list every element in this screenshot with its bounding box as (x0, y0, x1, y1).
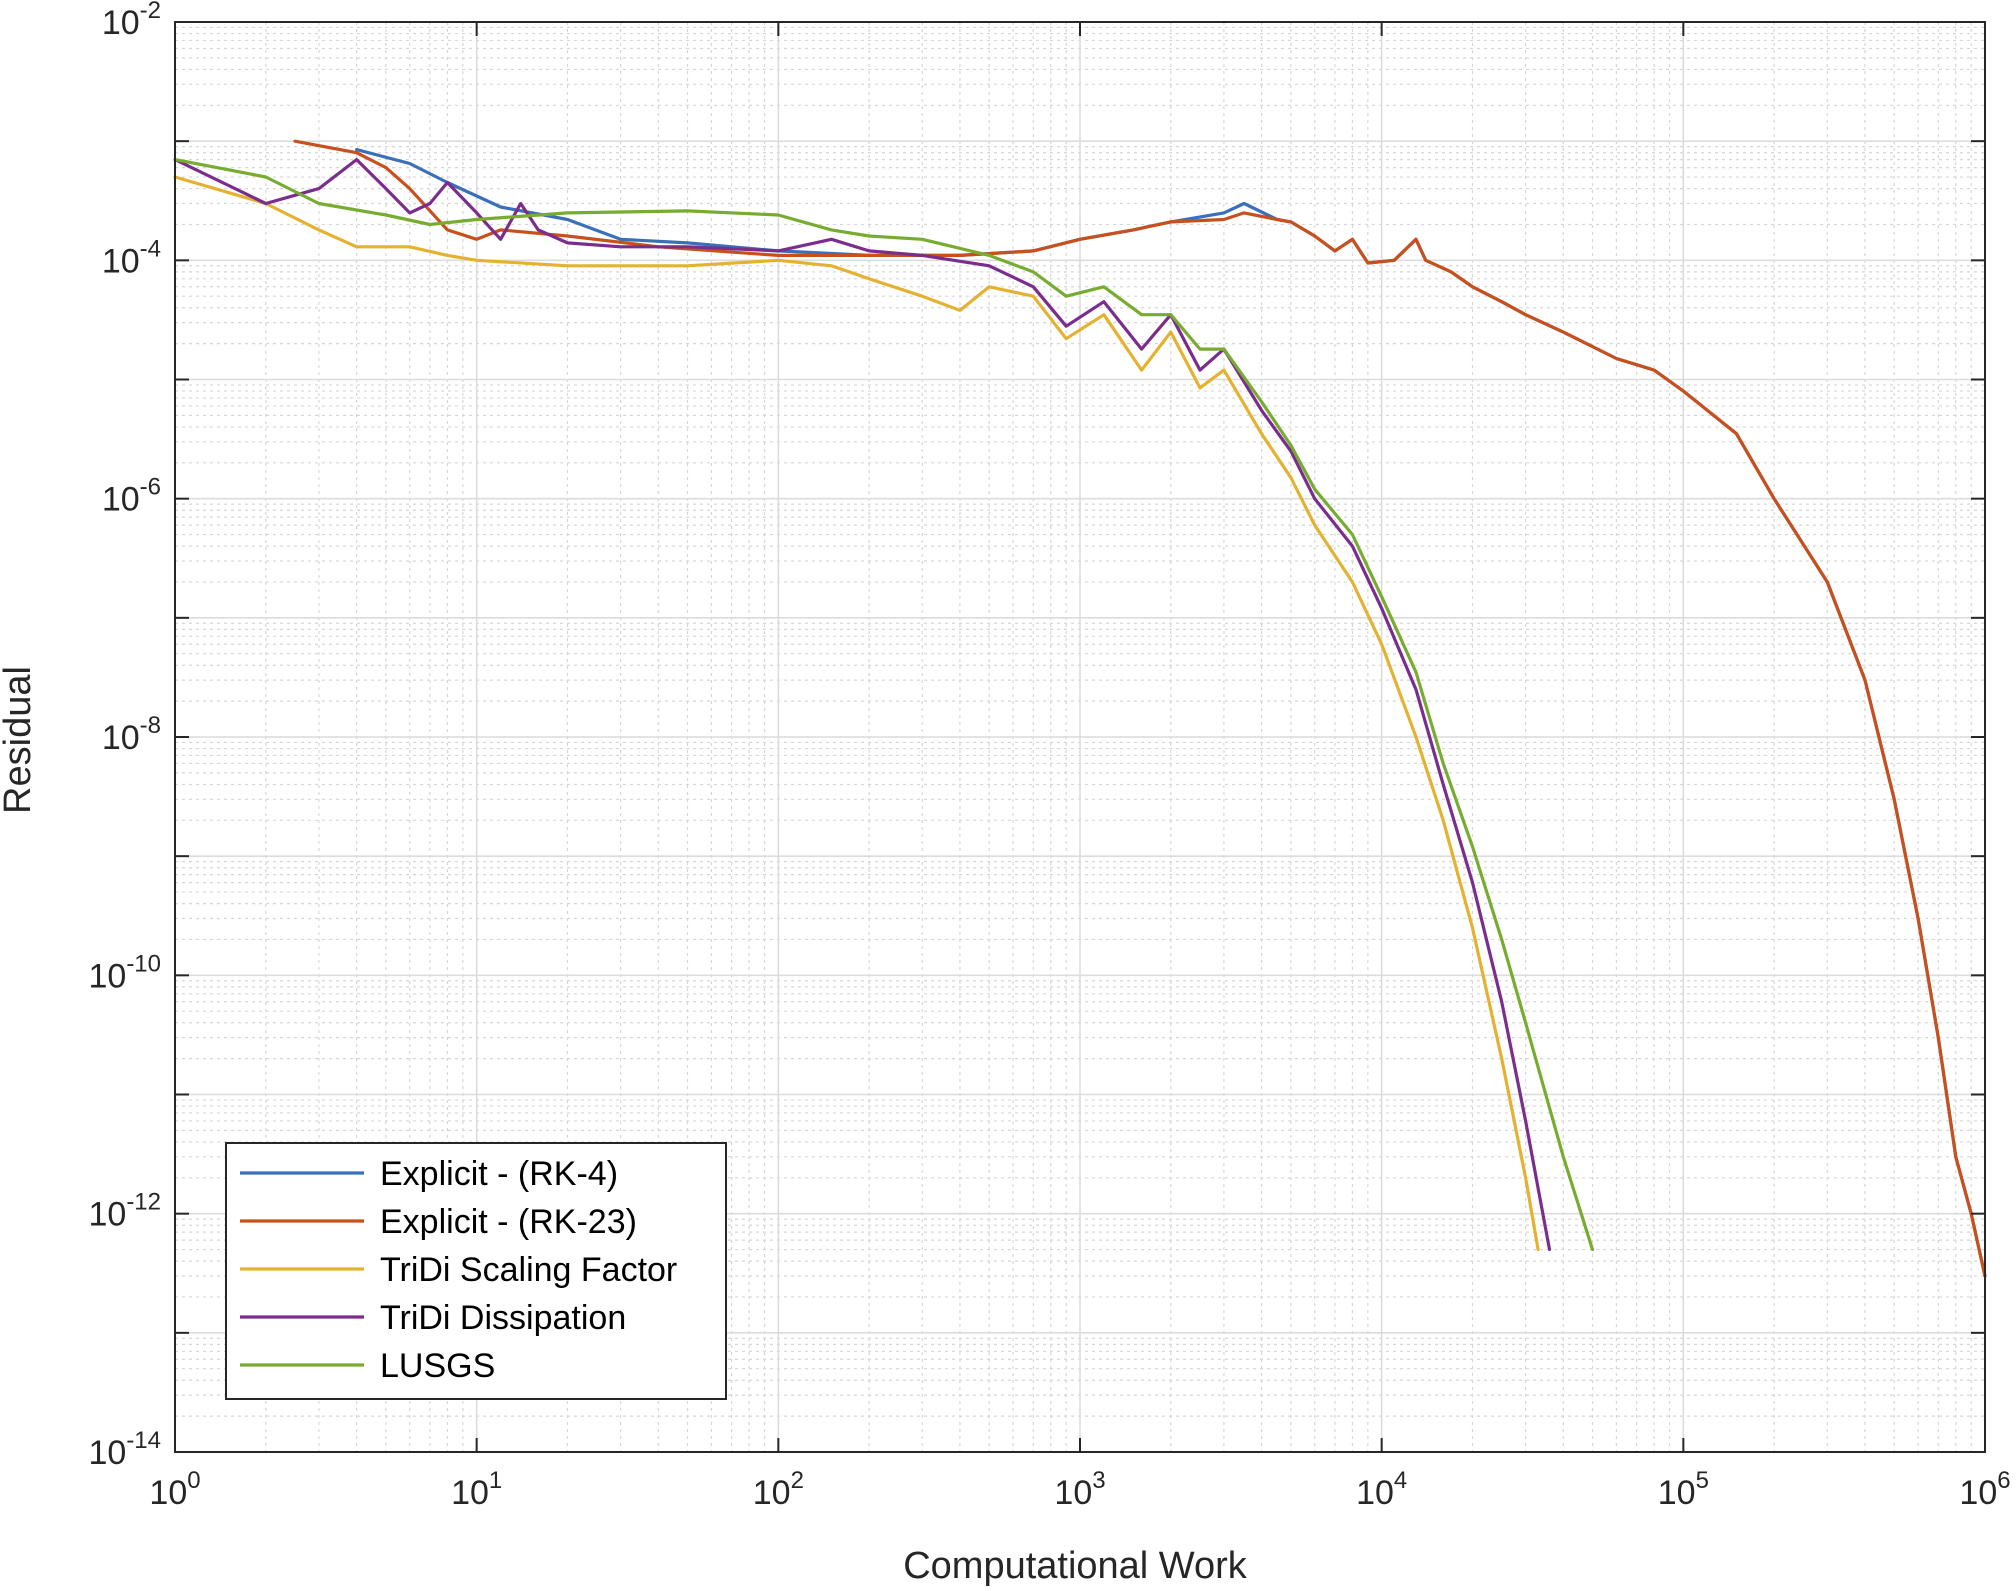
grid (175, 22, 1985, 1452)
legend-label-4: TriDi Dissipation (380, 1299, 626, 1337)
x-tick-label: 106 (1959, 1467, 2010, 1512)
x-tick-label: 103 (1054, 1467, 1105, 1512)
series-lines (173, 139, 1987, 1278)
y-tick-label: 10-14 (88, 1427, 161, 1472)
x-tick-label: 101 (451, 1467, 502, 1512)
legend-label-1: Explicit - (RK-4) (380, 1155, 618, 1193)
x-tick-label: 100 (149, 1467, 200, 1512)
legend: Explicit - (RK-4) Explicit - (RK-23) TriDi… (225, 1142, 727, 1400)
series-line-3 (173, 175, 1540, 1252)
y-tick-label: 10-8 (102, 712, 161, 757)
y-axis-label: Residual (0, 666, 39, 814)
y-tick-label: 10-2 (102, 0, 161, 42)
legend-box (225, 1142, 727, 1400)
series-line-2 (293, 139, 1987, 1278)
y-tick-label: 10-12 (88, 1189, 161, 1234)
x-axis-label: Computational Work (903, 1545, 1248, 1587)
series-line-5 (173, 158, 1595, 1252)
y-tick-label: 10-10 (88, 950, 161, 995)
axis-ticks: 100 101 102 103 104 105 106 10-2 10-4 10-6 10-8 10-… (88, 0, 2010, 1512)
legend-label-3: TriDi Scaling Factor (380, 1251, 677, 1289)
series-line-4 (173, 158, 1552, 1252)
y-tick-label: 10-4 (102, 235, 161, 280)
x-tick-label: 102 (753, 1467, 804, 1512)
y-tick-label: 10-6 (102, 474, 161, 519)
legend-label-5: LUSGS (380, 1347, 495, 1385)
x-tick-label: 104 (1356, 1467, 1407, 1512)
x-tick-label: 105 (1658, 1467, 1709, 1512)
legend-label-2: Explicit - (RK-23) (380, 1203, 637, 1241)
